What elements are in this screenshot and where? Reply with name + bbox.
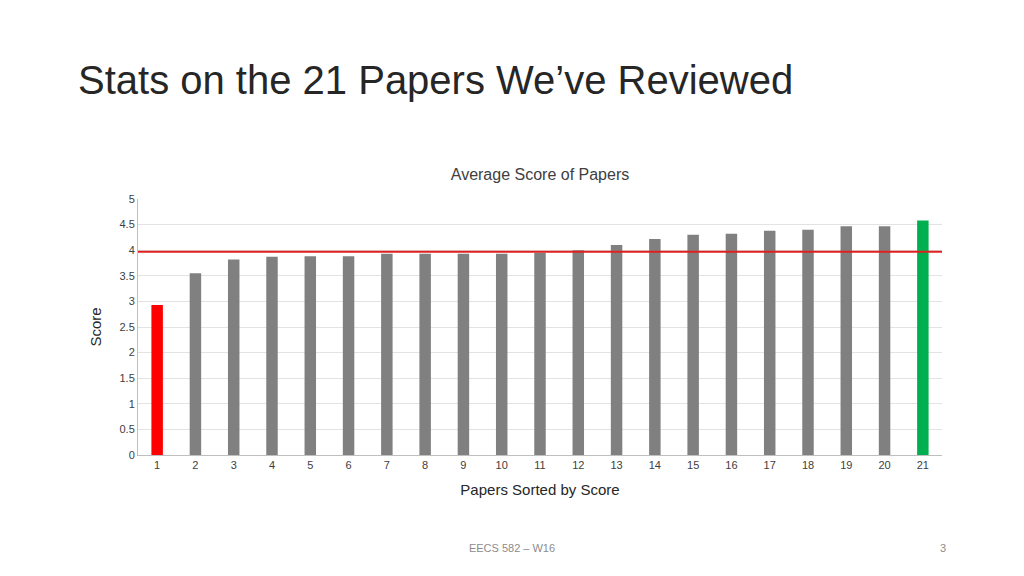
html-text:3: 3 bbox=[939, 542, 946, 554]
svg-text:11: 11 bbox=[534, 459, 545, 471]
svg-text:Average Score of Papers: Average Score of Papers bbox=[451, 166, 629, 183]
svg-text:3: 3 bbox=[129, 295, 135, 307]
svg-text:14: 14 bbox=[649, 459, 661, 471]
svg-text:4: 4 bbox=[129, 244, 135, 256]
svg-text:18: 18 bbox=[802, 459, 814, 471]
svg-text:9: 9 bbox=[460, 459, 466, 471]
svg-text:3.5: 3.5 bbox=[120, 270, 135, 282]
svg-text:12: 12 bbox=[572, 459, 584, 471]
svg-text:13: 13 bbox=[610, 459, 622, 471]
svg-text:5: 5 bbox=[307, 459, 313, 471]
svg-text:Score: Score bbox=[87, 307, 104, 346]
svg-text:0: 0 bbox=[129, 449, 135, 461]
svg-text:0.5: 0.5 bbox=[120, 423, 135, 435]
svg-text:15: 15 bbox=[687, 459, 699, 471]
svg-text:21: 21 bbox=[917, 459, 929, 471]
svg-text:6: 6 bbox=[346, 459, 352, 471]
svg-text:17: 17 bbox=[764, 459, 776, 471]
svg-text:4.5: 4.5 bbox=[120, 218, 135, 230]
svg-text:2: 2 bbox=[192, 459, 198, 471]
svg-text:7: 7 bbox=[384, 459, 390, 471]
svg-text:1.5: 1.5 bbox=[120, 372, 135, 384]
svg-text:2: 2 bbox=[129, 346, 135, 358]
svg-text:20: 20 bbox=[878, 459, 890, 471]
svg-text:1: 1 bbox=[154, 459, 160, 471]
svg-text:19: 19 bbox=[840, 459, 852, 471]
svg-text:3: 3 bbox=[231, 459, 237, 471]
svg-text:Papers Sorted by Score: Papers Sorted by Score bbox=[460, 481, 619, 498]
html-text:Stats on the 21 Papers We’ve R: Stats on the 21 Papers We’ve Reviewed bbox=[78, 58, 794, 102]
svg-text:10: 10 bbox=[496, 459, 508, 471]
svg-text:4: 4 bbox=[269, 459, 275, 471]
svg-text:8: 8 bbox=[422, 459, 428, 471]
html-text:EECS 582 – W16: EECS 582 – W16 bbox=[468, 542, 556, 554]
svg-text:2.5: 2.5 bbox=[120, 321, 135, 333]
svg-text:5: 5 bbox=[129, 193, 135, 205]
svg-text:1: 1 bbox=[129, 398, 135, 410]
svg-text:16: 16 bbox=[725, 459, 737, 471]
